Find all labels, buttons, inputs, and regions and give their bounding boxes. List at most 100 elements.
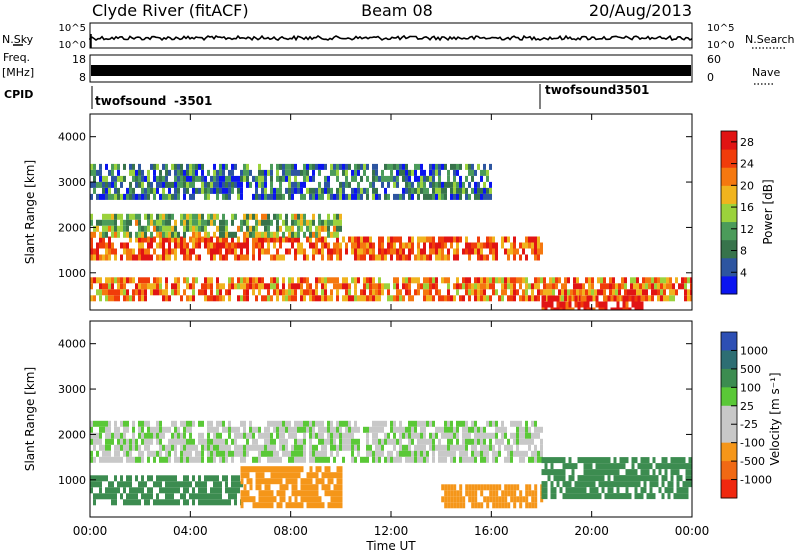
power-cell xyxy=(589,307,593,310)
velocity-cell xyxy=(258,444,261,451)
velocity-cell xyxy=(619,493,623,500)
velocity-cell xyxy=(559,475,563,482)
power-cell xyxy=(309,242,312,249)
power-cell xyxy=(372,254,375,261)
nsky-label: N.Sky xyxy=(2,33,34,46)
power-cell xyxy=(639,283,642,290)
power-cell xyxy=(417,248,420,255)
velocity-cell xyxy=(507,490,511,497)
power-cell xyxy=(474,181,477,188)
velocity-cell xyxy=(673,463,677,470)
power-cell xyxy=(288,175,291,182)
power-cell xyxy=(210,277,213,284)
power-cell xyxy=(159,225,162,232)
velocity-cell xyxy=(336,502,340,509)
power-cell xyxy=(264,219,267,226)
power-cell xyxy=(339,225,342,232)
power-cell xyxy=(309,295,312,302)
power-cell xyxy=(261,213,264,220)
velocity-cell xyxy=(553,475,557,482)
velocity-cell xyxy=(264,438,267,445)
velocity-colorbar-tick-label: -25 xyxy=(740,418,758,431)
power-cell xyxy=(324,242,327,249)
velocity-cell xyxy=(198,493,201,500)
power-cell xyxy=(321,219,324,226)
velocity-cell xyxy=(522,456,525,463)
power-cell xyxy=(195,187,198,194)
power-cell xyxy=(372,283,375,290)
power-cell xyxy=(180,219,183,226)
power-cell xyxy=(603,283,606,290)
velocity-cell xyxy=(498,496,502,503)
velocity-cell xyxy=(219,438,222,445)
velocity-colorbar-tick-label: -1000 xyxy=(740,474,772,487)
velocity-cell xyxy=(249,444,252,451)
power-cell xyxy=(105,283,108,290)
power-cell xyxy=(291,219,294,226)
power-cell xyxy=(117,163,120,170)
velocity-cell xyxy=(270,420,273,427)
power-cell xyxy=(357,242,360,249)
velocity-cell xyxy=(562,493,566,500)
power-cell xyxy=(354,242,357,249)
velocity-cell xyxy=(210,450,213,457)
power-cell xyxy=(480,187,483,194)
power-cell xyxy=(531,242,534,249)
velocity-cell xyxy=(607,469,611,476)
velocity-cell xyxy=(135,499,138,506)
velocity-cell xyxy=(192,438,195,445)
power-cell xyxy=(420,169,423,176)
power-cell xyxy=(651,289,654,296)
velocity-cell xyxy=(411,456,414,463)
power-cell xyxy=(177,236,180,243)
velocity-cell xyxy=(102,493,105,500)
power-cell xyxy=(297,213,300,220)
velocity-cell xyxy=(396,438,399,445)
power-cell xyxy=(390,295,393,302)
power-cell xyxy=(417,181,420,188)
velocity-cell xyxy=(417,444,420,451)
velocity-cell xyxy=(664,487,668,494)
power-cell xyxy=(123,225,126,232)
power-cell xyxy=(562,301,566,308)
velocity-cell xyxy=(327,420,330,427)
power-cell xyxy=(252,193,255,200)
velocity-cell xyxy=(604,457,608,464)
power-cell xyxy=(279,163,282,170)
velocity-cell xyxy=(640,475,644,482)
velocity-cell xyxy=(604,493,608,500)
power-cell xyxy=(204,175,207,182)
velocity-cell xyxy=(516,450,519,457)
power-cell xyxy=(628,307,632,310)
power-cell xyxy=(132,169,135,176)
velocity-cell xyxy=(339,444,342,451)
velocity-cell xyxy=(168,481,171,488)
power-cell xyxy=(267,283,270,290)
power-cell xyxy=(378,295,381,302)
velocity-cell xyxy=(348,420,351,427)
velocity-cell xyxy=(480,502,484,509)
power-cell xyxy=(561,295,564,302)
power-cell xyxy=(330,277,333,284)
velocity-cell xyxy=(522,432,525,439)
velocity-cell xyxy=(228,426,231,433)
power-cell xyxy=(423,277,426,284)
power-cell xyxy=(183,277,186,284)
power-cell xyxy=(279,193,282,200)
power-cell xyxy=(291,169,294,176)
velocity-cell xyxy=(219,450,222,457)
power-cell xyxy=(486,242,489,249)
power-cell xyxy=(315,295,318,302)
power-cell xyxy=(303,231,306,238)
power-cell xyxy=(408,181,411,188)
velocity-cell xyxy=(309,490,313,497)
power-cell xyxy=(288,231,291,238)
power-cell xyxy=(186,295,189,302)
velocity-cell xyxy=(270,438,273,445)
velocity-cell xyxy=(474,496,478,503)
velocity-cell xyxy=(273,444,276,451)
power-cell xyxy=(207,248,210,255)
velocity-cell xyxy=(399,420,402,427)
velocity-cell xyxy=(228,420,231,427)
power-cell xyxy=(441,295,444,302)
